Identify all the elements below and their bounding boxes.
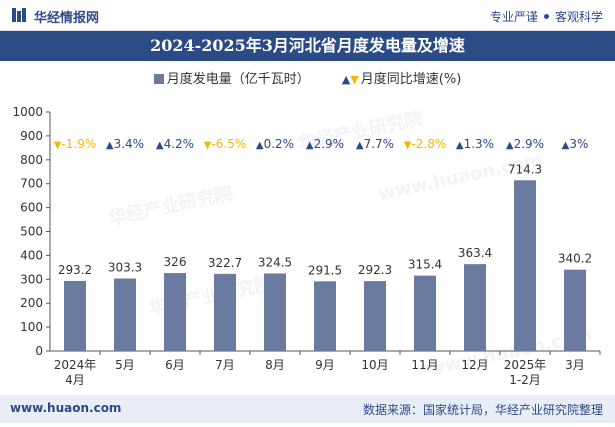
y-tick-label: 400 — [20, 248, 43, 262]
bar-value-label: 714.3 — [508, 162, 542, 176]
y-tick-label: 200 — [20, 296, 43, 310]
y-tick-label: 800 — [20, 153, 43, 167]
x-tick-label: 6月 — [165, 358, 185, 372]
growth-label: ▲2.9% — [306, 137, 344, 151]
legend-growth-label: 月度同比增速(%) — [360, 72, 462, 87]
bar-chart: 华经产业研究院www.huaon.com华经产业研究院www.huaon.com… — [12, 105, 601, 387]
bar-value-label: 322.7 — [208, 256, 242, 270]
slogan: 专业严谨 客观科学 — [490, 8, 603, 25]
triangle-up-icon: ▲ — [256, 140, 264, 151]
x-tick-label: 11月 — [411, 358, 438, 372]
growth-value: -2.8% — [411, 137, 446, 151]
bar-value-label: 303.3 — [108, 261, 142, 275]
x-tick-label: 8月 — [265, 358, 285, 372]
x-tick-label: 12月 — [461, 358, 488, 372]
footer-source: 数据来源：国家统计局，华经产业研究院整理 — [362, 403, 603, 417]
bar-value-label: 340.2 — [558, 252, 592, 266]
triangle-up-icon: ▲ — [456, 140, 464, 151]
growth-value: 3% — [569, 137, 588, 151]
bar-value-label: 291.5 — [308, 263, 342, 277]
triangle-up-icon: ▲ — [341, 73, 351, 86]
bar — [564, 269, 586, 351]
triangle-down-icon: ▼ — [350, 73, 359, 86]
growth-label: ▲7.7% — [356, 137, 394, 151]
bar — [164, 273, 186, 351]
bar-value-label: 292.3 — [358, 263, 392, 277]
growth-label: ▲3.4% — [106, 137, 144, 151]
growth-label: ▼-1.9% — [54, 137, 97, 151]
growth-value: 2.9% — [514, 137, 545, 151]
slogan-part-1: 专业严谨 — [489, 10, 538, 24]
footer-website: www.huaon.com — [10, 401, 122, 415]
growth-value: 2.9% — [314, 137, 345, 151]
triangle-up-icon: ▲ — [306, 140, 314, 151]
bar — [264, 273, 286, 351]
bar-value-label: 363.4 — [458, 246, 492, 260]
dot-icon — [543, 14, 549, 19]
x-tick-label: 7月 — [215, 358, 235, 372]
bar-value-label: 326 — [164, 255, 187, 269]
watermark-text: 华经产业研究院 — [106, 182, 234, 230]
bar — [214, 273, 236, 351]
growth-value: -1.9% — [61, 137, 96, 151]
bar — [114, 278, 136, 351]
y-tick-label: 700 — [20, 177, 43, 191]
footer: www.huaon.com 数据来源：国家统计局，华经产业研究院整理 — [0, 395, 615, 423]
growth-label: ▲2.9% — [506, 137, 544, 151]
growth-value: 3.4% — [114, 137, 145, 151]
x-tick-label: 2025年 1-2月 — [504, 358, 547, 387]
growth-label: ▲4.2% — [156, 137, 194, 151]
x-tick-label: 2024年 4月 — [54, 358, 97, 387]
bar — [364, 281, 386, 351]
growth-label: ▼-6.5% — [204, 137, 247, 151]
y-tick-label: 300 — [20, 272, 43, 286]
y-tick-label: 1000 — [12, 105, 43, 119]
triangle-down-icon: ▼ — [404, 140, 412, 151]
slogan-part-2: 客观科学 — [554, 10, 603, 24]
bar — [464, 264, 486, 351]
top-bar: 华经情报网 专业严谨 客观科学 — [0, 0, 615, 31]
triangle-up-icon: ▲ — [562, 140, 570, 151]
y-tick-label: 900 — [20, 129, 43, 143]
bar — [314, 281, 336, 351]
growth-value: 4.2% — [164, 137, 195, 151]
x-tick-label: 5月 — [115, 358, 135, 372]
legend: 月度发电量（亿千瓦时） ▲▼ 月度同比增速(%) — [0, 68, 615, 88]
legend-item-bars: 月度发电量（亿千瓦时） — [153, 68, 310, 87]
logo-icon — [12, 8, 26, 22]
x-tick-label: 3月 — [565, 358, 585, 372]
x-tick-label: 9月 — [315, 358, 335, 372]
bar — [64, 280, 86, 351]
growth-value: -6.5% — [211, 137, 246, 151]
triangle-down-icon: ▼ — [54, 140, 62, 151]
growth-label: ▲1.3% — [456, 137, 494, 151]
growth-label: ▲0.2% — [256, 137, 294, 151]
y-tick-label: 0 — [35, 344, 43, 358]
bar-value-label: 324.5 — [258, 255, 292, 269]
bar-value-label: 315.4 — [408, 258, 442, 272]
growth-label: ▲3% — [562, 137, 589, 151]
triangle-down-icon: ▼ — [204, 140, 212, 151]
bar — [414, 275, 436, 351]
chart-title: 2024-2025年3月河北省月度发电量及增速 — [0, 31, 615, 61]
growth-label: ▼-2.8% — [404, 137, 447, 151]
growth-value: 7.7% — [364, 137, 395, 151]
bar-value-label: 293.2 — [58, 263, 92, 277]
legend-item-growth: ▲▼ 月度同比增速(%) — [342, 68, 461, 87]
growth-value: 0.2% — [264, 137, 295, 151]
triangle-up-icon: ▲ — [506, 140, 514, 151]
growth-value: 1.3% — [464, 137, 495, 151]
logo-text: 华经情报网 — [34, 11, 100, 26]
y-tick-label: 600 — [20, 201, 43, 215]
triangle-up-icon: ▲ — [156, 140, 164, 151]
bar-swatch-icon — [153, 74, 164, 84]
legend-bar-label: 月度发电量（亿千瓦时） — [166, 72, 310, 87]
y-tick-label: 100 — [20, 320, 43, 334]
triangle-up-icon: ▲ — [356, 140, 364, 151]
bar — [514, 180, 536, 351]
x-tick-label: 10月 — [361, 358, 388, 372]
triangle-up-icon: ▲ — [106, 140, 114, 151]
y-tick-label: 500 — [20, 225, 43, 239]
